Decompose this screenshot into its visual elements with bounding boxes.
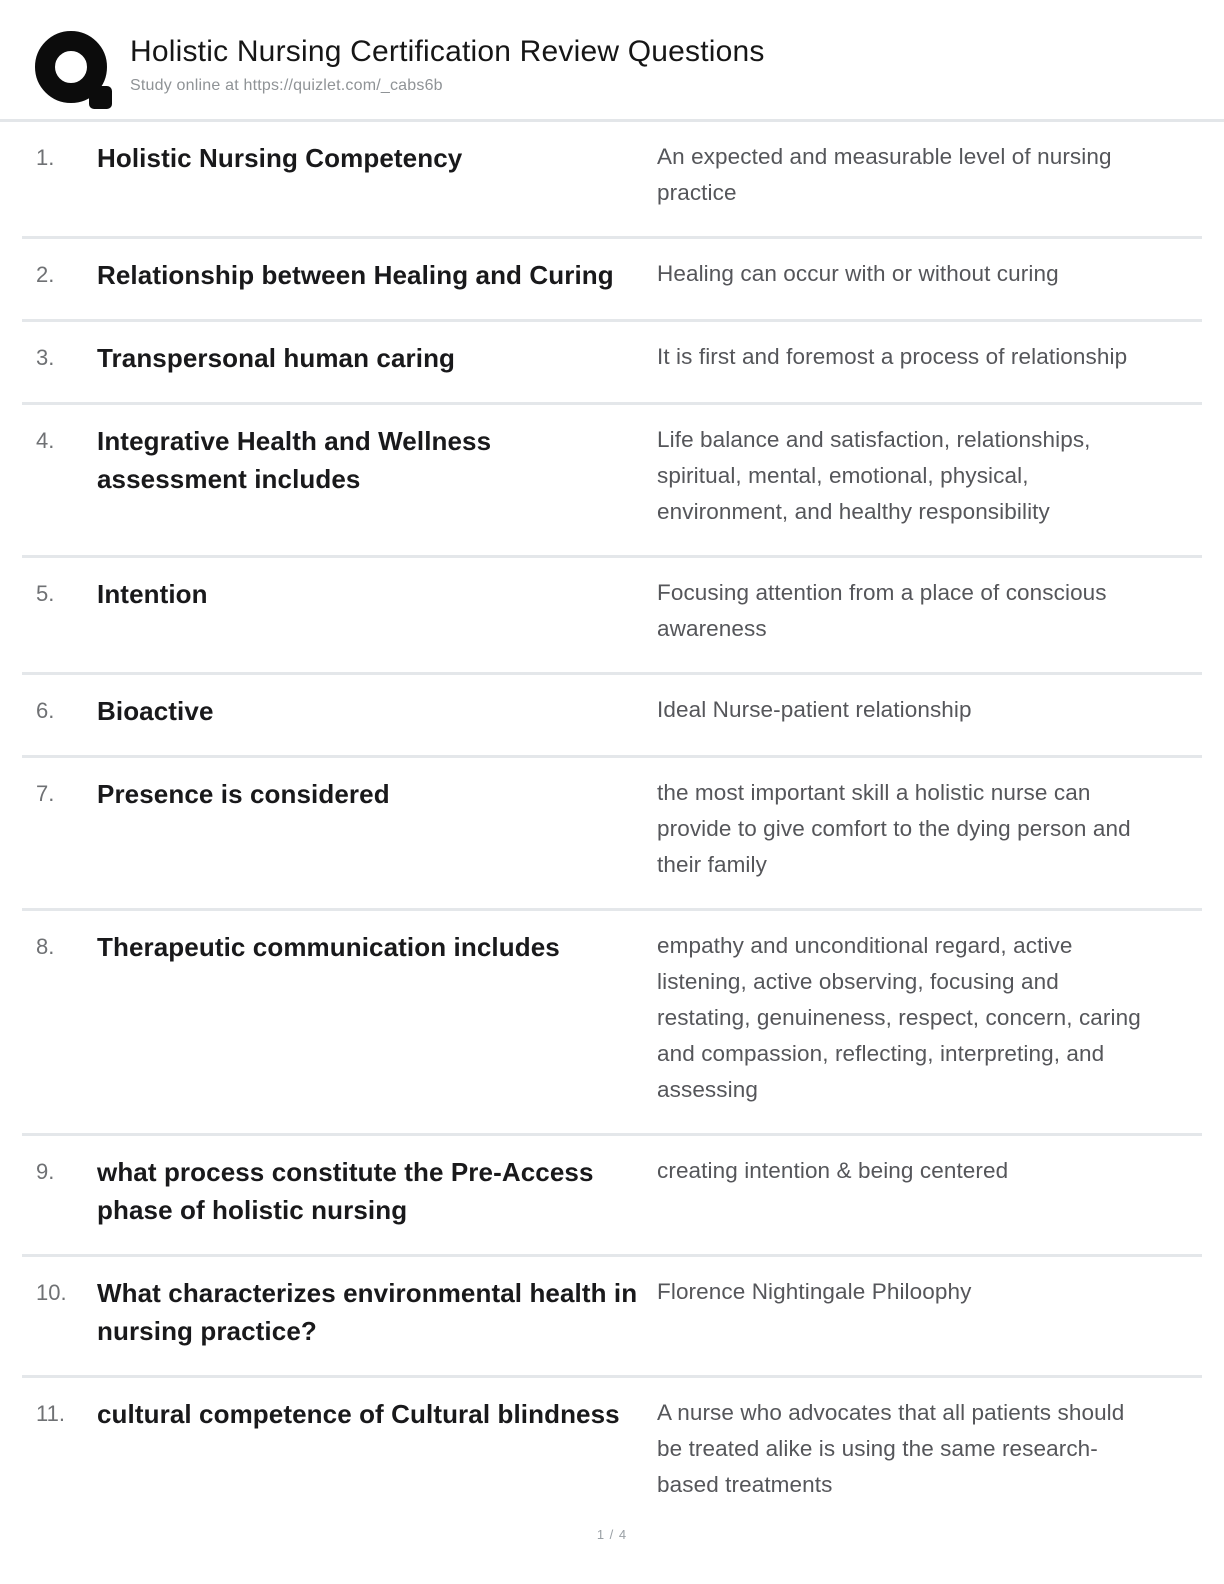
term-text: Intention [97, 579, 208, 609]
term-text: Relationship between Healing and Curing [97, 260, 614, 290]
term-number: 5. [36, 581, 55, 606]
term-number: 3. [36, 345, 55, 370]
definition-text: the most important skill a holistic nurs… [657, 780, 1131, 877]
term-row: 3. Transpersonal human caring It is firs… [22, 322, 1202, 405]
term-number: 4. [36, 428, 55, 453]
page-indicator: 1 / 4 [596, 1527, 628, 1542]
term-text: Holistic Nursing Competency [97, 143, 463, 173]
term-row: 1. Holistic Nursing Competency An expect… [22, 122, 1202, 239]
definition-text: Life balance and satisfaction, relations… [657, 427, 1091, 524]
term-row: 4. Integrative Health and Wellness asses… [22, 405, 1202, 558]
term-row: 2. Relationship between Healing and Curi… [22, 239, 1202, 322]
header-text-block: Holistic Nursing Certification Review Qu… [130, 31, 765, 95]
term-number: 11. [36, 1401, 65, 1426]
term-number: 8. [36, 934, 55, 959]
q-logo-tail [89, 86, 112, 109]
definition-text: An expected and measurable level of nurs… [657, 144, 1112, 205]
page-title: Holistic Nursing Certification Review Qu… [130, 35, 765, 68]
definition-text: Ideal Nurse-patient relationship [657, 697, 972, 722]
definition-text: A nurse who advocates that all patients … [657, 1400, 1125, 1497]
study-online-url: Study online at https://quizlet.com/_cab… [130, 76, 443, 94]
definition-text: Focusing attention from a place of consc… [657, 580, 1107, 641]
term-definition-list: 1. Holistic Nursing Competency An expect… [22, 122, 1202, 1528]
definition-text: It is first and foremost a process of re… [657, 344, 1128, 369]
term-number: 2. [36, 262, 55, 287]
term-text: what process constitute the Pre-Access p… [97, 1157, 594, 1225]
definition-text: empathy and unconditional regard, active… [657, 933, 1141, 1102]
term-row: 9. what process constitute the Pre-Acces… [22, 1136, 1202, 1257]
term-text: Therapeutic communication includes [97, 932, 560, 962]
term-text: Transpersonal human caring [97, 343, 456, 373]
term-row: 6. Bioactive Ideal Nurse-patient relatio… [22, 675, 1202, 758]
quizlet-q-logo [35, 31, 113, 109]
term-text: Presence is considered [97, 779, 390, 809]
term-text: cultural competence of Cultural blindnes… [97, 1399, 620, 1429]
term-number: 10. [36, 1280, 67, 1305]
term-number: 7. [36, 781, 55, 806]
term-row: 5. Intention Focusing attention from a p… [22, 558, 1202, 675]
term-number: 6. [36, 698, 55, 723]
term-row: 8. Therapeutic communication includes em… [22, 911, 1202, 1136]
term-row: 11. cultural competence of Cultural blin… [22, 1378, 1202, 1528]
term-text: Bioactive [97, 696, 214, 726]
term-text: What characterizes environmental health … [97, 1278, 638, 1346]
term-text: Integrative Health and Wellness assessme… [97, 426, 492, 494]
term-number: 9. [36, 1159, 55, 1184]
term-row: 7. Presence is considered the most impor… [22, 758, 1202, 911]
page-header: Holistic Nursing Certification Review Qu… [0, 0, 1224, 122]
definition-text: Florence Nightingale Philoophy [657, 1279, 972, 1304]
definition-text: creating intention & being centered [657, 1158, 1009, 1183]
term-number: 1. [36, 145, 55, 170]
definition-text: Healing can occur with or without curing [657, 261, 1059, 286]
term-row: 10. What characterizes environmental hea… [22, 1257, 1202, 1378]
